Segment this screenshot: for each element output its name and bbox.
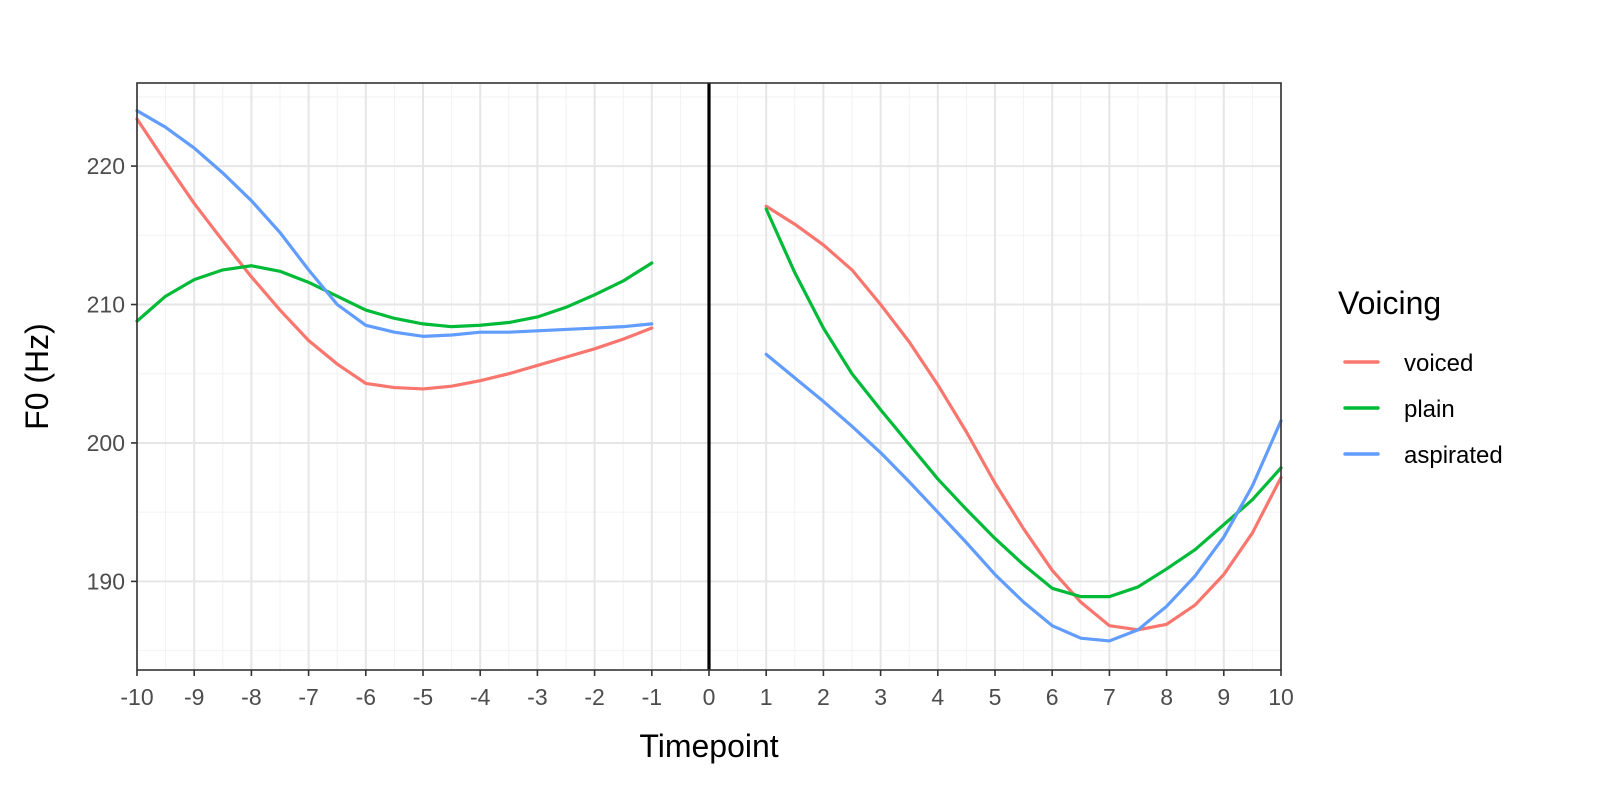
- series-voiced: [135, 117, 1283, 632]
- series-line-plain: [764, 207, 1283, 599]
- series-plain: [135, 207, 1283, 599]
- x-axis-tick-label: 4: [931, 684, 944, 710]
- x-axis-tick-label: 0: [703, 684, 716, 710]
- x-axis-tick-label: -7: [298, 684, 318, 710]
- x-axis-tick-label: 5: [989, 684, 1002, 710]
- series-aspirated: [135, 109, 1283, 643]
- series-line-aspirated: [764, 352, 1283, 643]
- legend-label-plain: plain: [1404, 396, 1455, 423]
- legend-item-aspirated: aspirated: [1343, 442, 1503, 469]
- x-axis-tick-label: 3: [874, 684, 887, 710]
- x-axis-tick-label: -2: [584, 684, 604, 710]
- x-axis-tick-label: 6: [1046, 684, 1059, 710]
- series-line-voiced: [135, 117, 654, 391]
- x-axis-tick-label: -3: [527, 684, 547, 710]
- y-axis-title: F0 (Hz): [19, 323, 55, 430]
- x-axis-tick-label: 1: [760, 684, 773, 710]
- legend-item-plain: plain: [1343, 396, 1455, 423]
- series-line-aspirated: [135, 109, 654, 338]
- x-axis-tick-label: -8: [241, 684, 261, 710]
- x-axis-tick-label: -4: [470, 684, 491, 710]
- x-axis-tick-label: 7: [1103, 684, 1116, 710]
- x-axis-tick-label: -1: [642, 684, 662, 710]
- x-axis-tick-label: -9: [184, 684, 204, 710]
- legend-title: Voicing: [1338, 285, 1441, 321]
- y-axis-tick-label: 190: [87, 568, 125, 594]
- x-axis-tick-label: -10: [120, 684, 153, 710]
- y-axis-tick-label: 200: [87, 430, 125, 456]
- x-axis-tick-label: -6: [356, 684, 376, 710]
- legend-label-voiced: voiced: [1404, 350, 1473, 377]
- x-axis-tick-label: 8: [1160, 684, 1173, 710]
- series-line-plain: [135, 261, 654, 329]
- x-axis-tick-label: 2: [817, 684, 830, 710]
- data-series: [135, 109, 1283, 643]
- x-axis-tick-label: -5: [413, 684, 433, 710]
- x-axis-tick-label: 10: [1268, 684, 1294, 710]
- legend: Voicing voiced plain aspirated: [1338, 285, 1503, 469]
- legend-label-aspirated: aspirated: [1404, 442, 1503, 469]
- x-axis-title: Timepoint: [639, 728, 778, 764]
- x-axis-tick-label: 9: [1217, 684, 1230, 710]
- y-axis-tick-label: 210: [87, 292, 125, 318]
- y-axis-tick-label: 220: [87, 153, 125, 179]
- legend-item-voiced: voiced: [1343, 350, 1473, 377]
- series-line-voiced: [764, 204, 1283, 632]
- axes: -10 -9 -8 -7 -6 -5 -4 -3 -2 -1 0 1 2 3 4 5 6 7 8 9 101902002…: [87, 153, 1294, 710]
- legend-items: voiced plain aspirated: [1343, 350, 1503, 469]
